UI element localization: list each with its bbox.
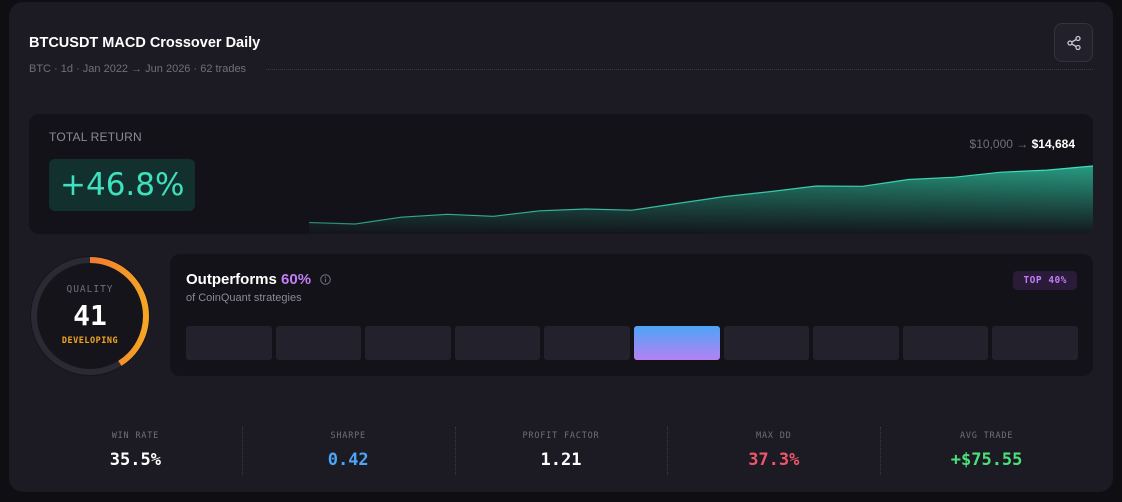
percentile-bucket <box>186 326 272 360</box>
equity-curve <box>308 165 1093 234</box>
strategy-card: BTCUSDT MACD Crossover Daily BTC · 1d · … <box>9 2 1113 492</box>
percentile-bucket-active <box>633 326 720 360</box>
percentile-buckets <box>186 326 1078 360</box>
stat-value: 0.42 <box>327 450 369 470</box>
stat-label: SHARPE <box>330 431 366 441</box>
quality-gauge <box>30 256 150 376</box>
top-percent-badge: TOP 40% <box>1013 271 1077 290</box>
quality-status: DEVELOPING <box>61 336 119 346</box>
percentile-bucket <box>544 326 630 360</box>
percentile-bucket <box>454 326 541 360</box>
capital-growth: $10,000 → $14,684 <box>970 137 1075 151</box>
stat-max-dd: MAX DD 37.3% <box>667 427 880 477</box>
equity-line <box>308 165 1093 225</box>
percentile-panel: Outperforms 60% of CoinQuant strategies … <box>170 254 1093 376</box>
percentile-bucket <box>902 326 989 360</box>
quality-gauge-text: QUALITY 41 DEVELOPING <box>28 254 152 378</box>
strategy-subtitle: BTC · 1d · Jan 2022 → Jun 2026 · 62 trad… <box>29 63 247 75</box>
stat-label: AVG TRADE <box>959 431 1014 441</box>
stat-label: MAX DD <box>756 431 792 441</box>
percentile-bucket <box>992 326 1078 360</box>
stat-value: 35.5% <box>109 450 161 470</box>
stat-win-rate: WIN RATE 35.5% <box>29 427 242 477</box>
info-icon[interactable] <box>320 274 331 285</box>
subtitle-divider <box>266 69 1093 70</box>
start-capital: $10,000 → <box>969 137 1029 151</box>
stat-value: 37.3% <box>748 450 800 470</box>
stat-label: WIN RATE <box>111 431 160 441</box>
share-button[interactable] <box>1054 23 1093 62</box>
share-icon <box>1066 35 1081 50</box>
total-return-value: +46.8% <box>49 159 196 211</box>
percentile-bucket <box>365 326 451 360</box>
quality-label: QUALITY <box>66 284 114 295</box>
percentile-bucket <box>275 326 362 360</box>
total-return-label: TOTAL RETURN <box>49 130 142 144</box>
percentile-heading: Outperforms 60% <box>186 271 311 288</box>
percentile-subtext: of CoinQuant strategies <box>186 292 302 304</box>
quality-score: 41 <box>73 299 107 332</box>
percentile-bucket <box>723 326 810 360</box>
stat-value: 1.21 <box>540 450 582 470</box>
quality-gauge-arc <box>31 257 149 375</box>
stat-avg-trade: AVG TRADE +$75.55 <box>880 427 1093 477</box>
stats-row: WIN RATE 35.5% SHARPE 0.42 PROFIT FACTOR 1.21… <box>29 427 1093 477</box>
percentile-value: 60% <box>281 271 312 288</box>
percentile-prefix: Outperforms <box>186 271 277 288</box>
total-return-panel: TOTAL RETURN +46.8% $10,000 → $14,684 <box>29 114 1093 234</box>
stat-value: +$75.55 <box>950 450 1023 470</box>
strategy-title: BTCUSDT MACD Crossover Daily <box>29 35 261 51</box>
percentile-bucket <box>813 326 899 360</box>
stat-label: PROFIT FACTOR <box>522 431 600 441</box>
stat-profit-factor: PROFIT FACTOR 1.21 <box>454 427 668 477</box>
end-capital: $14,684 <box>1031 137 1075 151</box>
stat-sharpe: SHARPE 0.42 <box>241 427 455 477</box>
